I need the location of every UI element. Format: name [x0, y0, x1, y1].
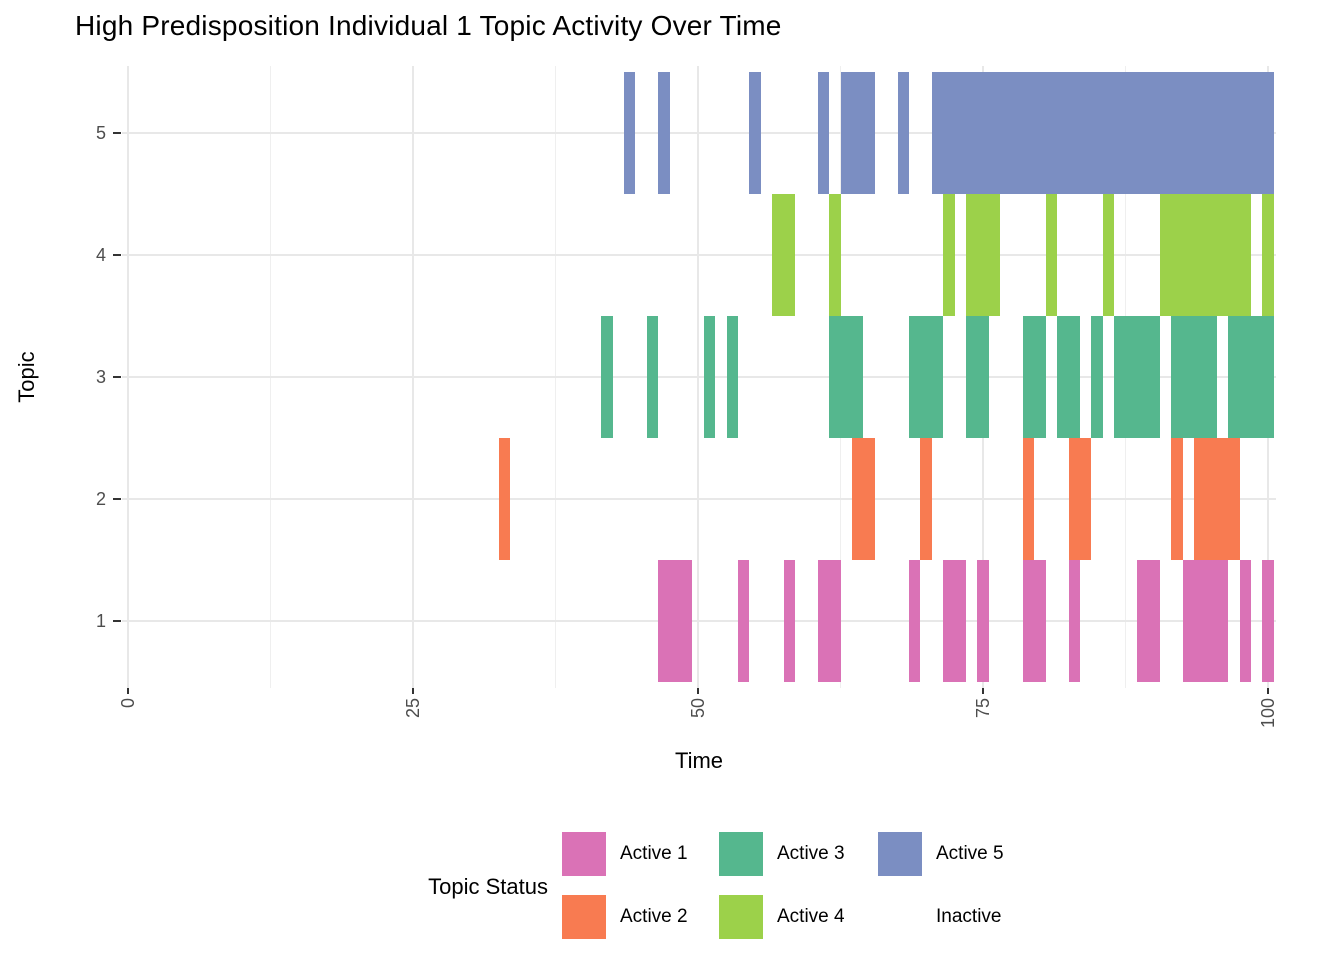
tile-active-4: [1045, 194, 1058, 316]
tile-active-3: [908, 316, 944, 438]
tile-active-2: [1171, 437, 1183, 560]
tile-active-2: [1022, 437, 1035, 560]
tile-active-5: [931, 72, 1274, 195]
tile-active-4: [772, 194, 795, 316]
plot-panel: [122, 66, 1276, 688]
tile-active-2: [1193, 437, 1240, 560]
tile-active-1: [1262, 559, 1274, 682]
tile-active-1: [658, 559, 693, 682]
tile-active-3: [726, 316, 738, 438]
legend-item-label: Active 1: [620, 843, 688, 864]
tile-active-2: [498, 437, 510, 560]
tile-active-3: [646, 316, 659, 438]
x-axis-title: Time: [674, 748, 724, 773]
tile-active-1: [943, 559, 966, 682]
tile-active-1: [1239, 559, 1251, 682]
y-tick: [113, 376, 121, 378]
tile-active-3: [1091, 316, 1103, 438]
tile-active-1: [977, 559, 989, 682]
tile-active-3: [1022, 316, 1046, 438]
tile-active-4: [1102, 194, 1115, 316]
legend-item-label: Active 2: [620, 906, 688, 927]
legend-swatch-active-1: [562, 832, 606, 876]
gridline-y-major: [122, 498, 1276, 500]
tile-active-1: [783, 559, 795, 682]
x-tick: [982, 688, 984, 694]
legend-swatch-active-5: [878, 832, 922, 876]
x-tick: [412, 688, 414, 694]
tile-active-3: [1228, 316, 1274, 438]
tile-active-2: [851, 437, 875, 560]
y-tick-label: 2: [95, 488, 106, 509]
tile-active-3: [965, 316, 989, 438]
y-tick-label: 5: [95, 123, 106, 144]
tile-active-5: [817, 72, 830, 195]
y-tick-label: 1: [95, 610, 106, 631]
y-tick: [113, 132, 121, 134]
tile-active-2: [1068, 437, 1092, 560]
tile-active-4: [965, 194, 1001, 316]
legend-item-label: Active 5: [936, 843, 1004, 864]
tile-active-5: [840, 72, 875, 195]
gridline-y-major: [122, 376, 1276, 378]
tile-active-1: [908, 559, 921, 682]
y-tick: [113, 498, 121, 500]
tile-active-4: [829, 194, 841, 316]
tile-active-5: [749, 72, 761, 195]
gridline-y-major: [122, 254, 1276, 256]
tile-active-1: [1182, 559, 1229, 682]
y-tick-label: 4: [95, 245, 106, 266]
legend-swatch-active-2: [562, 895, 606, 939]
tile-active-1: [817, 559, 841, 682]
x-tick: [1267, 688, 1269, 694]
legend-item-label: Active 3: [777, 843, 845, 864]
y-tick: [113, 620, 121, 622]
legend-title: Topic Status: [428, 874, 548, 899]
y-tick: [113, 254, 121, 256]
tile-active-5: [897, 72, 909, 195]
gridline-y-major: [122, 620, 1276, 622]
gridline-y-major: [122, 132, 1276, 134]
tile-active-1: [1136, 559, 1160, 682]
tile-active-1: [737, 559, 750, 682]
tile-active-3: [1057, 316, 1080, 438]
tile-active-3: [601, 316, 613, 438]
tile-active-4: [943, 194, 955, 316]
y-axis-title: Topic: [14, 351, 39, 403]
tile-active-5: [658, 72, 670, 195]
tile-active-1: [1022, 559, 1046, 682]
chart-title: High Predisposition Individual 1 Topic A…: [75, 10, 782, 41]
x-tick: [697, 688, 699, 694]
legend-item-label: Inactive: [936, 906, 1002, 927]
y-tick-label: 3: [95, 367, 106, 387]
tile-active-4: [1262, 194, 1274, 316]
tile-active-4: [1159, 194, 1251, 316]
tile-active-2: [920, 437, 932, 560]
tile-active-1: [1068, 559, 1080, 682]
x-tick: [127, 688, 129, 694]
tile-active-5: [623, 72, 636, 195]
tile-active-3: [829, 316, 864, 438]
tile-active-3: [703, 316, 716, 438]
legend-swatch-active-4: [719, 895, 763, 939]
legend-item-label: Active 4: [777, 906, 845, 927]
tile-active-3: [1171, 316, 1217, 438]
tile-active-3: [1114, 316, 1160, 438]
legend-swatch-active-3: [719, 832, 763, 876]
